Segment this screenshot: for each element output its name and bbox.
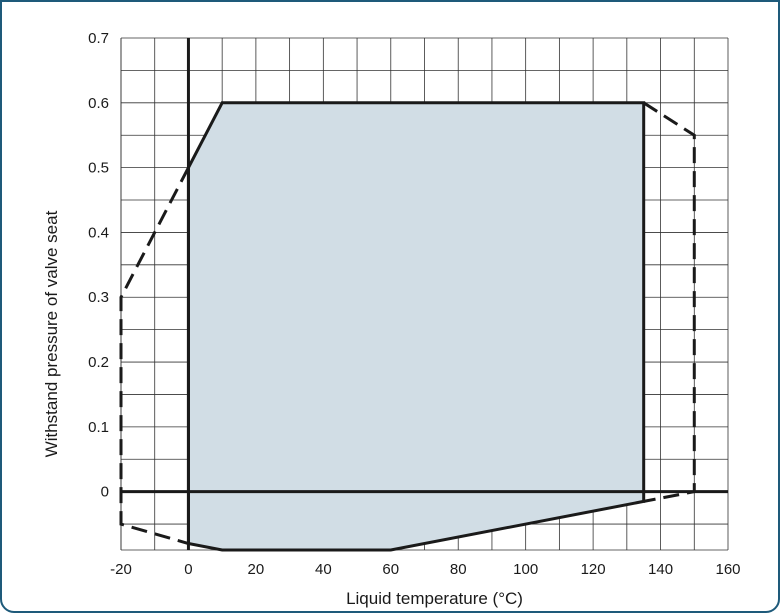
y-axis-label: Withstand pressure of valve seat [42, 210, 61, 457]
y-tick-label: 0 [101, 484, 109, 501]
x-tick-label: 80 [450, 561, 467, 578]
x-tick-label: 120 [581, 561, 606, 578]
dashed-boundary-line [119, 166, 190, 545]
y-tick-label: 0.5 [88, 160, 109, 177]
tick-labels: -20 0 20 40 60 80 100 120 140 160 0 0.1 0.2 0.3 0.4 0.5… [88, 30, 740, 578]
x-tick-label: 100 [513, 561, 538, 578]
x-tick-label: -20 [110, 561, 132, 578]
x-tick-label: 0 [184, 561, 192, 578]
y-tick-label: 0.7 [88, 30, 109, 47]
solid-boundary-line [186, 101, 646, 552]
y-tick-label: 0.3 [88, 289, 109, 306]
y-tick-label: 0.4 [88, 224, 109, 241]
x-tick-label: 140 [648, 561, 673, 578]
x-tick-label: 40 [315, 561, 332, 578]
y-tick-label: 0.6 [88, 95, 109, 112]
y-tick-label: 0.2 [88, 354, 109, 371]
y-tick-label: 0.1 [88, 419, 109, 436]
x-tick-label: 160 [715, 561, 740, 578]
x-tick-label: 60 [382, 561, 399, 578]
series-lines [119, 101, 696, 552]
dashed-boundary-line [642, 101, 696, 503]
x-tick-label: 20 [248, 561, 265, 578]
operating-area [188, 102, 644, 551]
x-axis-label: Liquid temperature (°C) [346, 589, 523, 608]
operating-area-fill [188, 102, 644, 551]
